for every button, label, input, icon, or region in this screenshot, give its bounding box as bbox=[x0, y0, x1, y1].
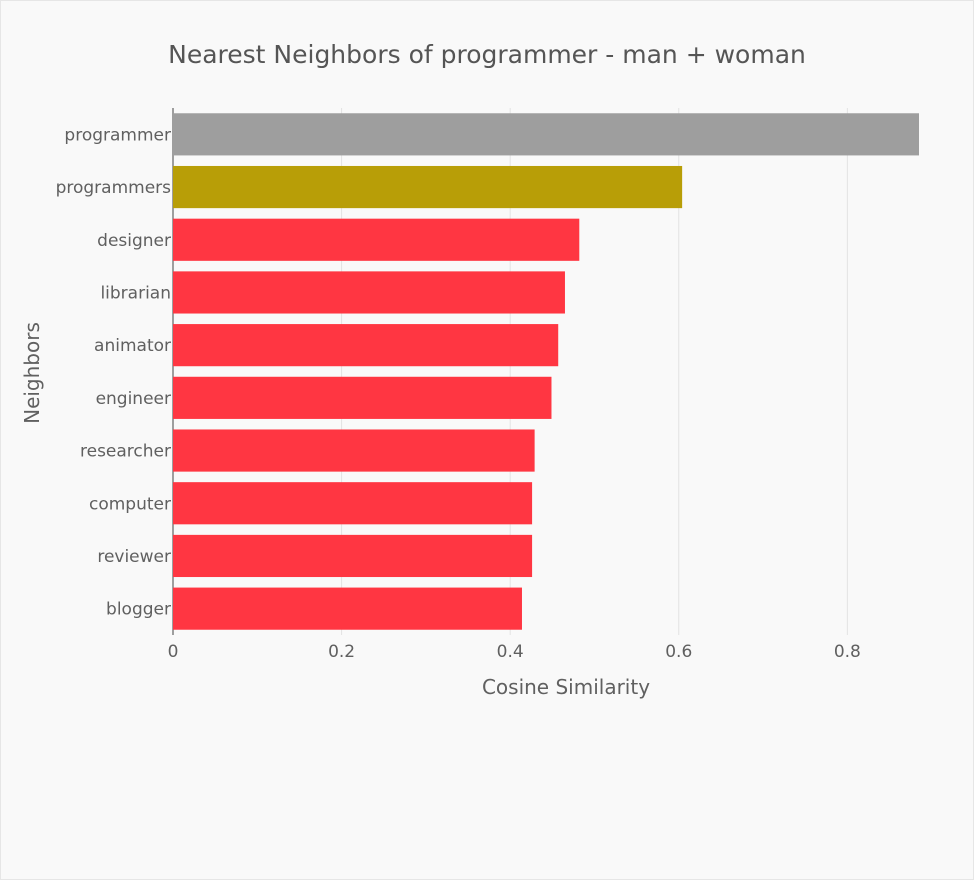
bar-animator[interactable] bbox=[173, 324, 559, 367]
bars bbox=[173, 113, 919, 630]
y-tick-label: blogger bbox=[106, 600, 171, 620]
x-tick-label: 0.8 bbox=[834, 642, 861, 662]
y-tick-label: programmers bbox=[56, 178, 172, 198]
x-tick-labels: 0 0.2 0.4 0.6 0.8 bbox=[168, 642, 861, 662]
bar-researcher[interactable] bbox=[173, 429, 535, 472]
y-tick-label: animator bbox=[94, 336, 171, 356]
x-tick-label: 0.4 bbox=[497, 642, 524, 662]
y-tick-label: programmer bbox=[64, 125, 171, 145]
x-axis-title: Cosine Similarity bbox=[482, 675, 650, 699]
bar-programmers[interactable] bbox=[173, 165, 683, 209]
y-tick-label: computer bbox=[89, 494, 171, 514]
bar-blogger[interactable] bbox=[173, 587, 522, 630]
y-tick-label: reviewer bbox=[97, 547, 171, 567]
y-tick-label: librarian bbox=[100, 283, 171, 303]
bar-designer[interactable] bbox=[173, 218, 580, 261]
bar-librarian[interactable] bbox=[173, 271, 565, 314]
y-tick-label: engineer bbox=[96, 389, 171, 409]
bar-programmer[interactable] bbox=[173, 113, 919, 156]
chart-title: Nearest Neighbors of programmer - man + … bbox=[168, 40, 806, 69]
bar-engineer[interactable] bbox=[173, 376, 552, 419]
x-tick-label: 0.2 bbox=[328, 642, 355, 662]
y-axis-title: Neighbors bbox=[20, 322, 44, 424]
bar-computer[interactable] bbox=[173, 482, 533, 525]
x-tick-label: 0 bbox=[168, 642, 179, 662]
x-tick-label: 0.6 bbox=[665, 642, 692, 662]
y-tick-labels: programmer programmers designer librarian an… bbox=[56, 125, 172, 619]
bar-reviewer[interactable] bbox=[173, 534, 533, 578]
y-tick-label: designer bbox=[97, 231, 171, 251]
y-tick-label: researcher bbox=[80, 442, 171, 462]
